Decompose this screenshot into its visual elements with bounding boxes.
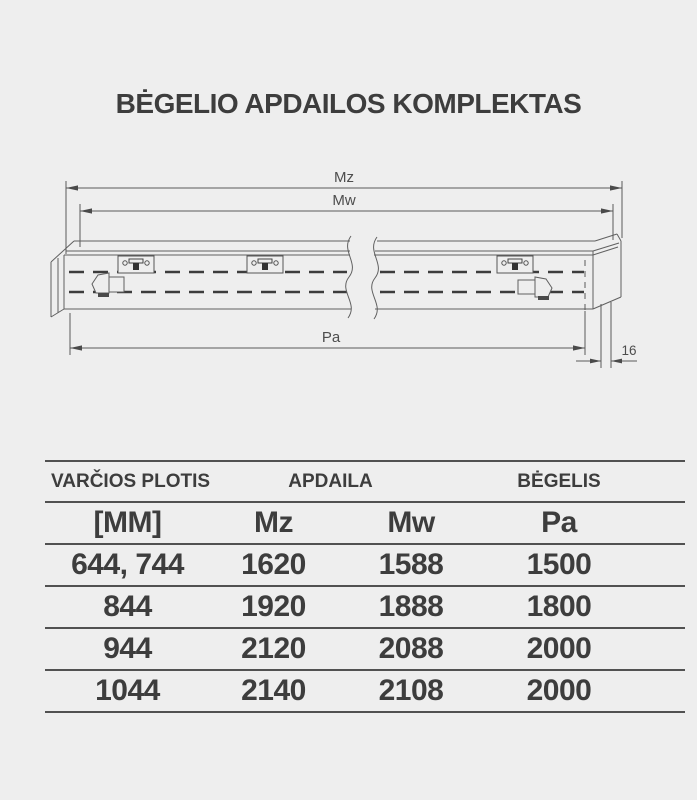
- table-row: 944 2120 2088 2000: [45, 627, 685, 669]
- header-mw: Mw: [387, 506, 435, 539]
- mw-dimension: Mw: [79, 192, 614, 247]
- page-title: BĖGELIO APDAILOS KOMPLEKTAS: [115, 88, 582, 119]
- right-end-cap: [592, 233, 622, 310]
- cell-mz: 2140: [241, 674, 306, 707]
- mounting-bracket: [246, 255, 284, 274]
- header-rail-group: BĖGELIS: [517, 471, 601, 492]
- cell-mz: 2120: [241, 632, 306, 665]
- cell-mz: 1620: [241, 548, 306, 581]
- mounting-bracket: [117, 255, 155, 274]
- left-end-cap: [50, 240, 75, 318]
- mounting-bracket: [496, 255, 534, 274]
- rail-left-segment: [50, 235, 353, 319]
- table-header-groups: VARČIOS PLOTIS APDAILA BĖGELIS: [45, 460, 685, 501]
- carriage-left: [91, 272, 125, 297]
- cell-width: 944: [103, 632, 152, 665]
- dim-label-pa: Pa: [322, 329, 341, 346]
- cell-pa: 1500: [526, 548, 592, 581]
- thickness-16-dimension: 16: [576, 302, 637, 368]
- pa-dimension: Pa: [69, 260, 586, 355]
- dim-label-16: 16: [621, 343, 636, 358]
- dim-label-mw: Mw: [332, 192, 355, 209]
- carriage-right: [517, 276, 553, 300]
- cell-mw: 1588: [378, 548, 444, 581]
- cell-mw: 1888: [378, 590, 444, 623]
- header-width-unit: [MM]: [93, 506, 162, 539]
- cell-width: 844: [103, 590, 152, 623]
- table-row: 844 1920 1888 1800: [45, 585, 685, 627]
- header-trim-group: APDAILA: [288, 471, 373, 492]
- header-width-group: VARČIOS PLOTIS: [51, 471, 211, 492]
- spec-table: VARČIOS PLOTIS APDAILA BĖGELIS [MM] Mz M…: [45, 460, 685, 713]
- cell-mw: 2108: [378, 674, 444, 707]
- cell-pa: 2000: [526, 674, 592, 707]
- cell-width: 644, 744: [71, 548, 184, 581]
- table-row: 644, 744 1620 1588 1500: [45, 543, 685, 585]
- cell-pa: 1800: [526, 590, 592, 623]
- header-pa: Pa: [541, 506, 577, 539]
- dim-label-mz: Mz: [334, 169, 354, 186]
- cell-mz: 1920: [241, 590, 306, 623]
- cell-mw: 2088: [378, 632, 444, 665]
- break-line-right: [371, 236, 379, 320]
- header-mz: Mz: [254, 506, 294, 539]
- table-row: 1044 2140 2108 2000: [45, 669, 685, 711]
- cell-pa: 2000: [526, 632, 592, 665]
- cell-width: 1044: [95, 674, 160, 707]
- rail-technical-drawing: Mz Mw: [50, 169, 637, 368]
- rail-right-segment: [371, 233, 622, 320]
- mz-dimension: Mz: [65, 169, 623, 254]
- break-line-left: [345, 235, 353, 319]
- table-header-columns: [MM] Mz Mw Pa: [45, 501, 685, 543]
